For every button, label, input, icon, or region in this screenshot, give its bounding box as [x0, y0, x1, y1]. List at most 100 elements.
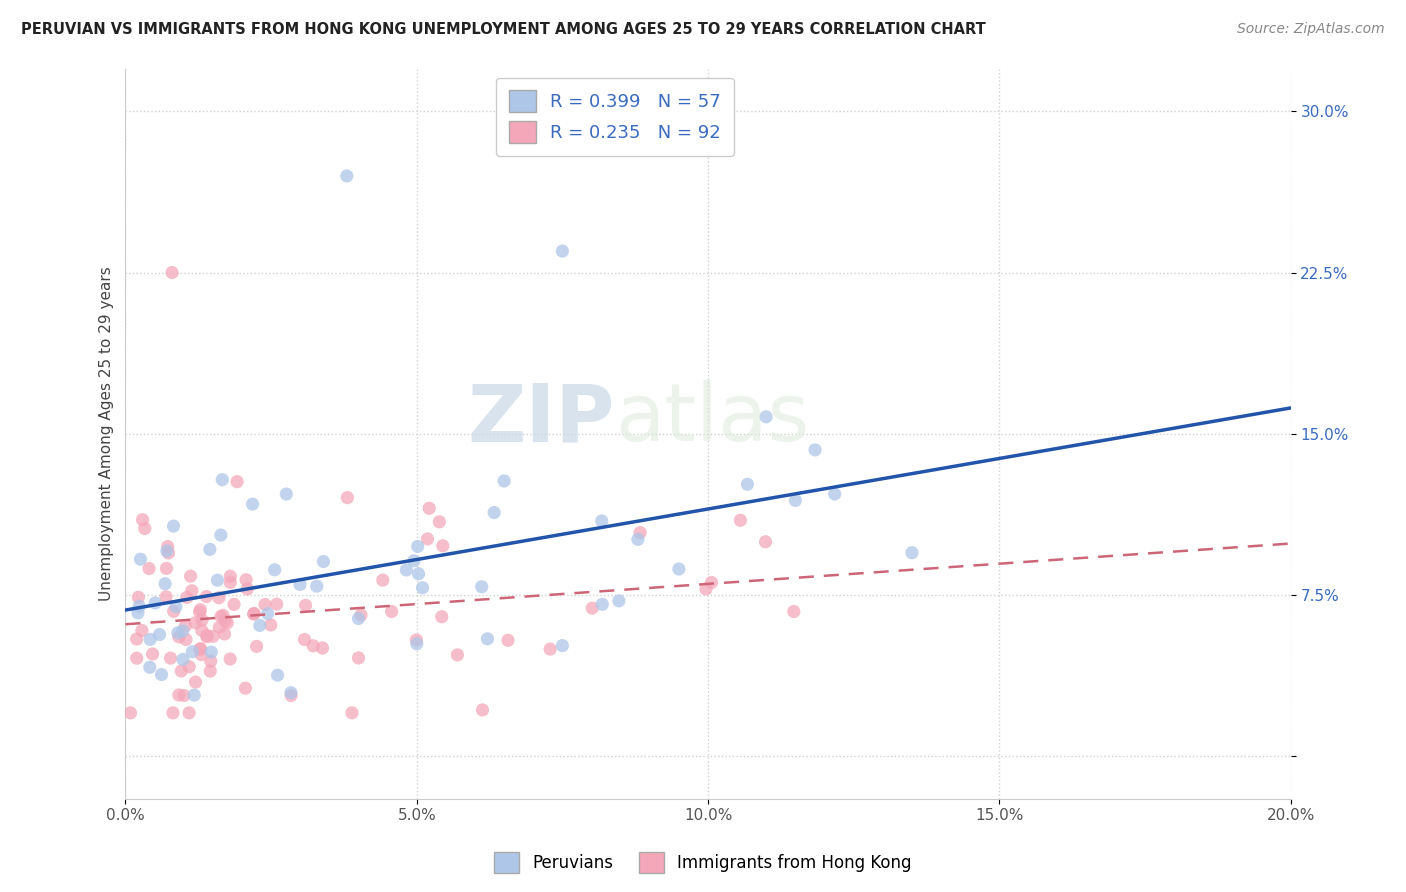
Point [785, 493, 807, 508]
Point [416, 532, 439, 546]
Point [494, 474, 516, 488]
Point [446, 648, 468, 662]
Point [131, 624, 153, 638]
Point [127, 591, 149, 605]
Point [166, 626, 188, 640]
Point [581, 601, 603, 615]
Point [200, 645, 222, 659]
Point [249, 618, 271, 632]
Point [243, 607, 266, 621]
Point [312, 555, 335, 569]
Point [138, 561, 160, 575]
Point [219, 575, 242, 590]
Point [418, 501, 440, 516]
Point [190, 648, 212, 662]
Point [172, 624, 194, 638]
Point [253, 598, 276, 612]
Point [129, 552, 152, 566]
Point [280, 689, 302, 703]
Point [294, 632, 316, 647]
Point [222, 598, 245, 612]
Legend: Peruvians, Immigrants from Hong Kong: Peruvians, Immigrants from Hong Kong [488, 846, 918, 880]
Point [477, 632, 499, 646]
Point [305, 579, 328, 593]
Point [236, 582, 259, 596]
Point [139, 660, 162, 674]
Point [294, 599, 316, 613]
Point [381, 604, 404, 618]
Point [207, 573, 229, 587]
Point [538, 642, 561, 657]
Point [591, 597, 613, 611]
Point [627, 533, 650, 547]
Point [208, 591, 231, 605]
Point [350, 607, 373, 622]
Point [427, 515, 450, 529]
Point [208, 620, 231, 634]
Point [628, 525, 651, 540]
Point [155, 590, 177, 604]
Point [242, 607, 264, 621]
Point [125, 632, 148, 646]
Point [134, 521, 156, 535]
Point [184, 615, 207, 630]
Point [551, 639, 574, 653]
Point [901, 546, 924, 560]
Point [371, 573, 394, 587]
Point [125, 651, 148, 665]
Point [183, 688, 205, 702]
Point [195, 590, 218, 604]
Point [754, 534, 776, 549]
Point [165, 599, 187, 614]
Point [174, 619, 197, 633]
Text: ZIP: ZIP [468, 380, 614, 458]
Point [150, 667, 173, 681]
Point [266, 597, 288, 611]
Point [188, 642, 211, 657]
Point [235, 573, 257, 587]
Point [120, 706, 142, 720]
Point [191, 613, 214, 627]
Point [188, 605, 211, 619]
Point [128, 599, 150, 614]
Point [405, 637, 427, 651]
Point [783, 605, 806, 619]
Point [219, 569, 242, 583]
Point [235, 681, 257, 695]
Point [127, 606, 149, 620]
Point [131, 513, 153, 527]
Point [200, 654, 222, 668]
Point [405, 632, 427, 647]
Point [755, 409, 778, 424]
Legend: R = 0.399   N = 57, R = 0.235   N = 92: R = 0.399 N = 57, R = 0.235 N = 92 [496, 78, 734, 156]
Point [551, 244, 574, 258]
Point [226, 475, 249, 489]
Point [496, 633, 519, 648]
Point [402, 554, 425, 568]
Point [591, 514, 613, 528]
Point [170, 664, 193, 678]
Point [162, 519, 184, 533]
Point [212, 608, 235, 623]
Point [288, 577, 311, 591]
Point [209, 528, 232, 542]
Point [263, 563, 285, 577]
Point [159, 651, 181, 665]
Point [395, 563, 418, 577]
Point [695, 582, 717, 596]
Point [176, 591, 198, 605]
Point [347, 651, 370, 665]
Point [336, 491, 359, 505]
Point [177, 706, 200, 720]
Point [214, 627, 236, 641]
Y-axis label: Unemployment Among Ages 25 to 29 years: Unemployment Among Ages 25 to 29 years [100, 267, 114, 601]
Point [181, 645, 204, 659]
Text: PERUVIAN VS IMMIGRANTS FROM HONG KONG UNEMPLOYMENT AMONG AGES 25 TO 29 YEARS COR: PERUVIAN VS IMMIGRANTS FROM HONG KONG UN… [21, 22, 986, 37]
Point [280, 686, 302, 700]
Point [668, 562, 690, 576]
Point [700, 575, 723, 590]
Point [804, 442, 827, 457]
Point [412, 581, 434, 595]
Point [406, 540, 429, 554]
Point [302, 639, 325, 653]
